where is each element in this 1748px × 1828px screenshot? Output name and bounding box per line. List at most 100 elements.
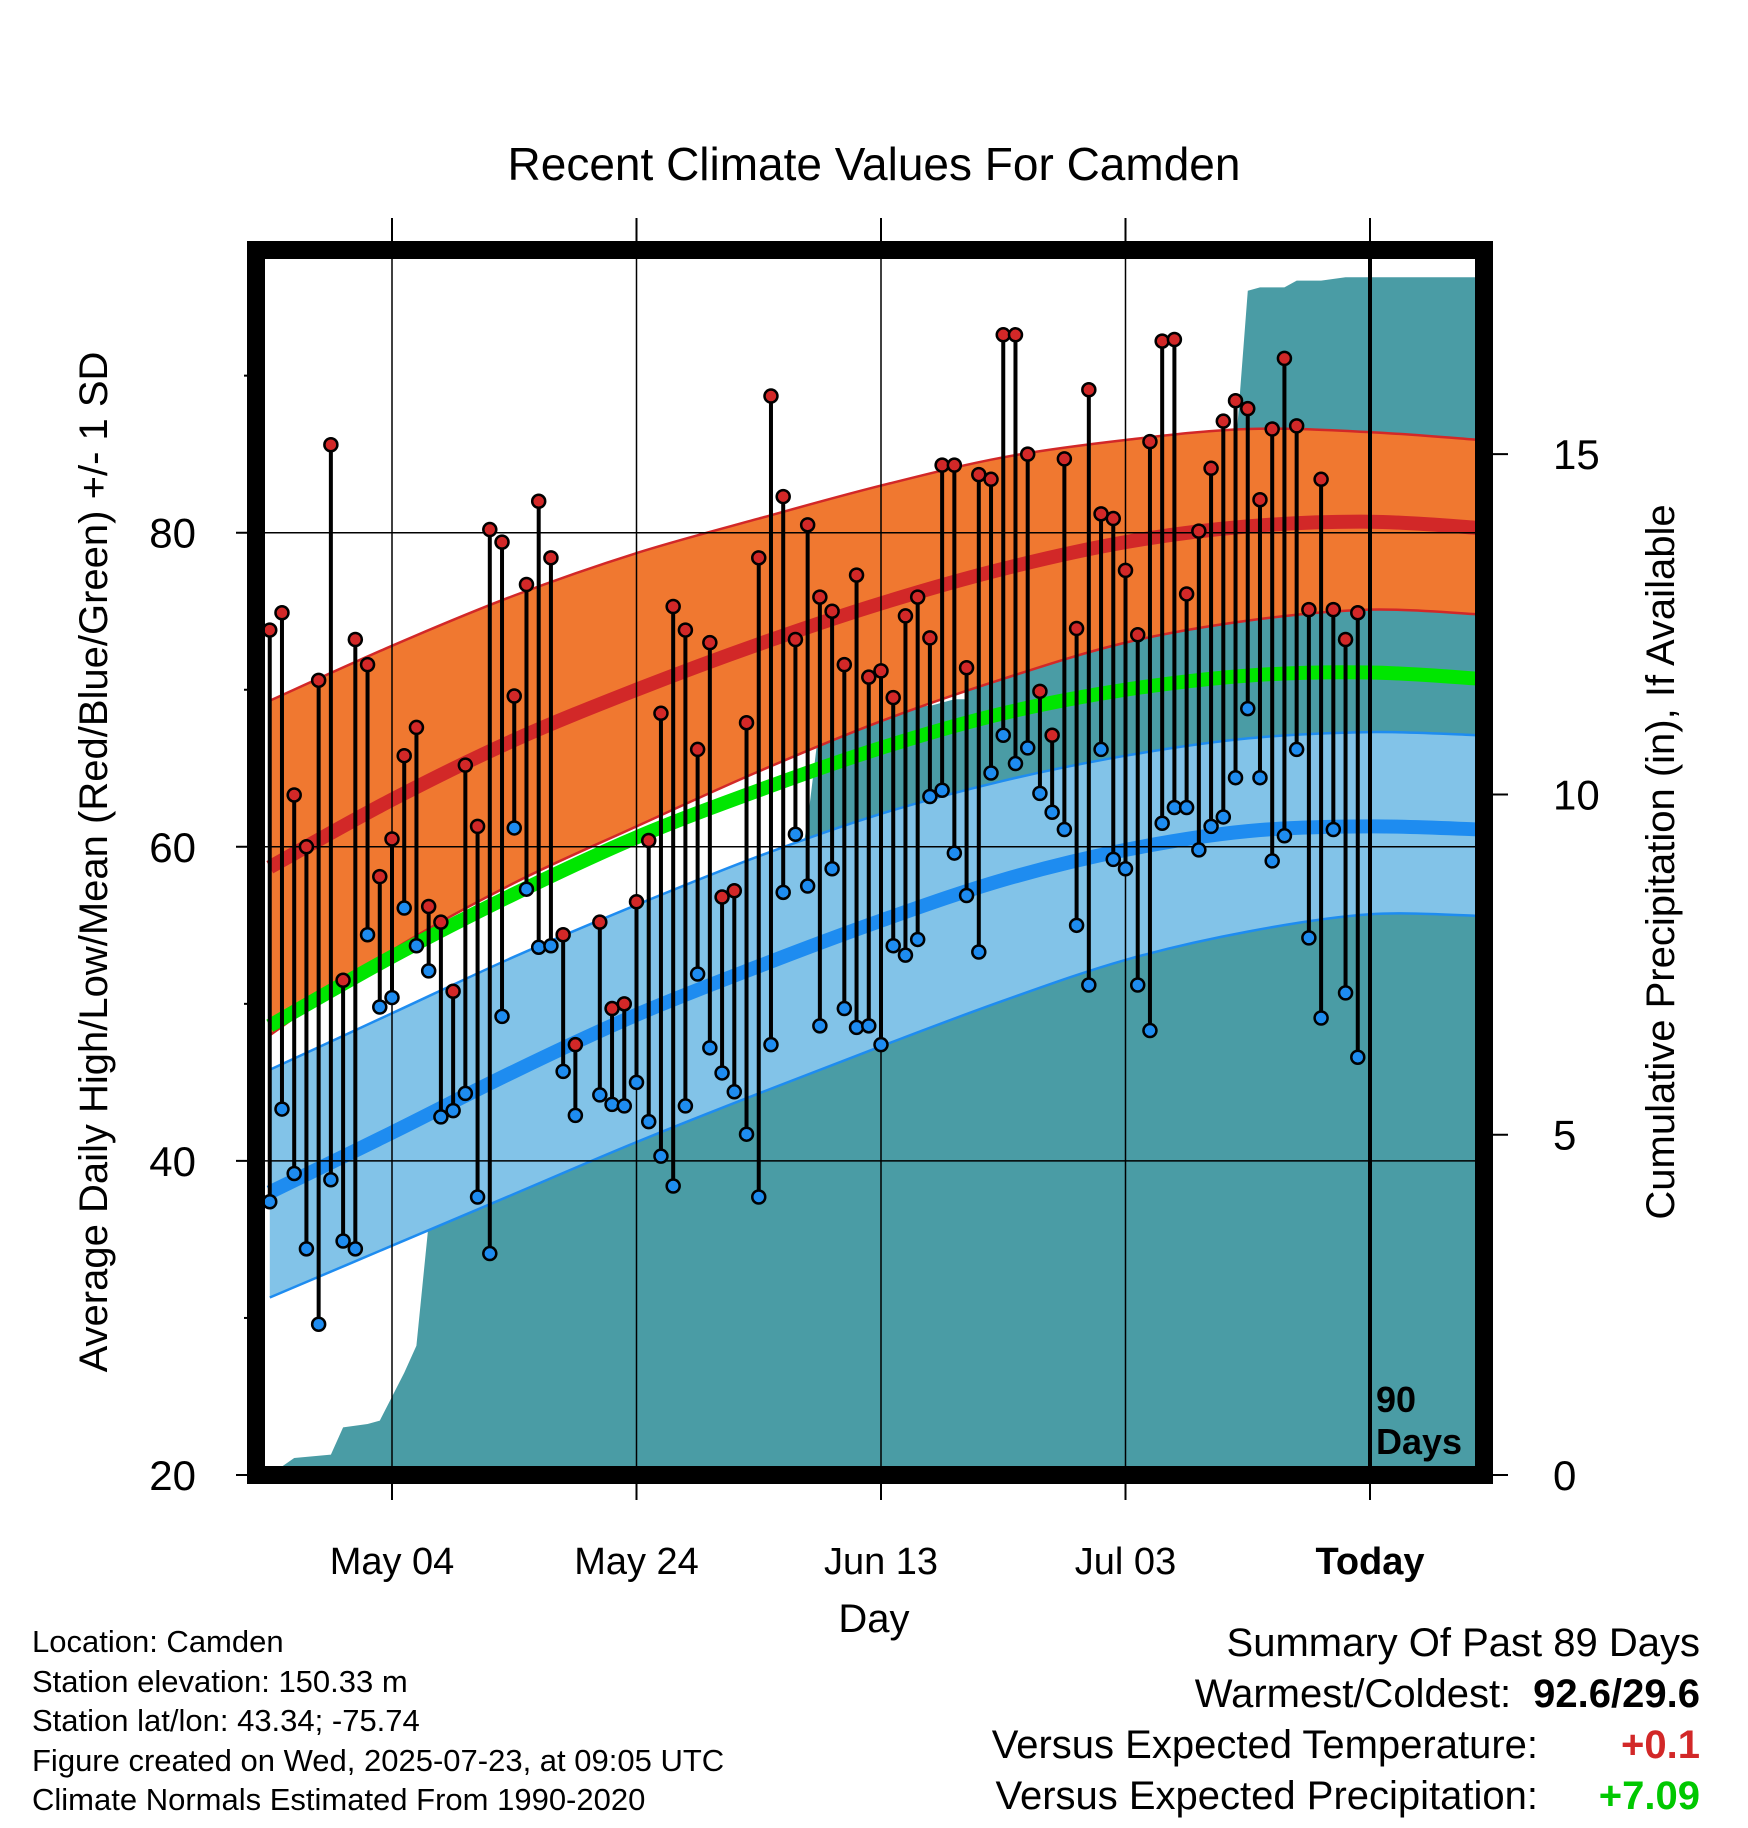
daily-high-point — [396, 747, 412, 764]
daily-high-point — [518, 576, 535, 593]
daily-low-point — [482, 1245, 498, 1262]
daily-high-point — [1325, 601, 1342, 618]
daily-low-point — [420, 963, 437, 979]
daily-high-point — [1252, 491, 1268, 508]
daily-high-point — [616, 996, 633, 1012]
daily-low-point — [812, 1018, 828, 1034]
daily-low-point — [677, 1098, 694, 1114]
daily-high-point — [298, 839, 315, 855]
daily-high-point — [738, 714, 755, 731]
normals-text: Climate Normals Estimated From 1990-2020 — [32, 1782, 646, 1817]
daily-low-point — [702, 1040, 718, 1056]
daily-low-point — [1117, 861, 1134, 877]
daily-high-point — [763, 388, 779, 404]
x-tick-label: Jun 13 — [824, 1541, 938, 1583]
temp-label: Versus Expected Temperature: — [991, 1723, 1538, 1767]
daily-high-point — [286, 787, 302, 803]
daily-high-point — [433, 914, 449, 930]
daily-high-point — [1276, 350, 1293, 367]
daily-low-point — [372, 999, 388, 1015]
daily-low-point — [983, 765, 999, 781]
summary-title: Summary Of Past 89 Days — [1226, 1621, 1700, 1665]
low-sd-band — [269, 732, 1480, 1298]
daily-high-point — [1068, 620, 1085, 637]
daily-high-point — [775, 488, 791, 505]
daily-high-point — [274, 605, 290, 621]
daily-low-point — [995, 727, 1011, 744]
daily-low-point — [1044, 804, 1060, 820]
daily-high-point — [1350, 605, 1366, 621]
daily-low-point — [1129, 977, 1146, 993]
daily-high-point — [372, 868, 388, 885]
y2-tick-label: 10 — [1553, 771, 1600, 818]
daily-high-point — [653, 705, 669, 722]
daily-high-point — [384, 831, 400, 847]
x-tick-label: Jul 03 — [1075, 1541, 1176, 1583]
y2-axis-title: Cumulative Precipitation (in), If Availa… — [1639, 504, 1683, 1219]
daily-high-point — [787, 631, 804, 648]
daily-high-point — [1301, 601, 1317, 618]
daily-low-point — [1154, 815, 1170, 831]
y-tick-label: 20 — [149, 1452, 196, 1499]
daily-high-point — [836, 656, 853, 673]
daily-low-point — [1313, 1010, 1329, 1026]
daily-low-point — [775, 884, 791, 901]
daily-high-point — [335, 972, 351, 989]
daily-low-point — [836, 1000, 853, 1017]
daily-high-point — [1191, 523, 1207, 539]
x-tick-label: May 24 — [574, 1541, 699, 1583]
daily-high-point — [420, 898, 437, 915]
precip-value: +7.09 — [1598, 1774, 1700, 1818]
daily-low-point — [1032, 785, 1048, 802]
daily-high-point — [799, 517, 816, 533]
daily-low-point — [604, 1096, 620, 1113]
y-axis-title: Average Daily High/Low/Mean (Red/Blue/Gr… — [72, 352, 116, 1373]
daily-low-point — [274, 1101, 290, 1117]
daily-high-point — [922, 630, 938, 646]
daily-low-point — [1178, 799, 1195, 816]
daily-high-point — [1240, 400, 1256, 417]
daily-low-point — [1056, 821, 1073, 838]
daily-high-point — [457, 757, 474, 773]
daily-high-point — [310, 672, 327, 689]
daily-high-point — [592, 914, 608, 930]
daily-low-point — [469, 1189, 486, 1205]
daily-high-point — [1044, 727, 1060, 744]
location-text: Location: Camden — [32, 1624, 284, 1659]
daily-high-point — [1203, 460, 1219, 477]
daily-high-point — [1056, 451, 1073, 467]
daily-high-point — [1215, 413, 1232, 429]
daily-high-point — [726, 883, 743, 899]
daily-low-point — [1325, 821, 1342, 838]
y2-tick-label: 5 — [1553, 1112, 1576, 1159]
warmest-value: 92.6/29.6 — [1533, 1672, 1700, 1716]
daily-high-point — [958, 660, 975, 676]
today-days-label: Days — [1376, 1421, 1462, 1462]
daily-low-point — [445, 1102, 461, 1119]
daily-low-point — [751, 1189, 767, 1205]
daily-high-point — [812, 589, 828, 605]
daily-high-point — [408, 719, 425, 736]
daily-high-point — [1105, 510, 1122, 527]
daily-low-point — [1288, 741, 1305, 758]
daily-low-point — [1191, 842, 1207, 858]
daily-low-point — [262, 1193, 278, 1210]
daily-low-point — [408, 937, 425, 954]
daily-high-point — [861, 669, 877, 685]
daily-low-point — [396, 900, 412, 916]
latlon-text: Station lat/lon: 43.34; -75.74 — [32, 1703, 420, 1738]
daily-high-point — [1166, 331, 1183, 348]
daily-high-point — [1178, 586, 1195, 602]
daily-low-point — [1301, 930, 1317, 946]
daily-high-point — [1007, 327, 1024, 343]
daily-low-point — [1105, 851, 1122, 868]
daily-low-point — [592, 1087, 608, 1103]
daily-high-point — [494, 534, 510, 550]
daily-low-point — [347, 1241, 364, 1257]
daily-high-point — [677, 622, 694, 638]
y2-tick-label: 0 — [1553, 1452, 1576, 1499]
precip-label: Versus Expected Precipitation: — [995, 1774, 1538, 1818]
